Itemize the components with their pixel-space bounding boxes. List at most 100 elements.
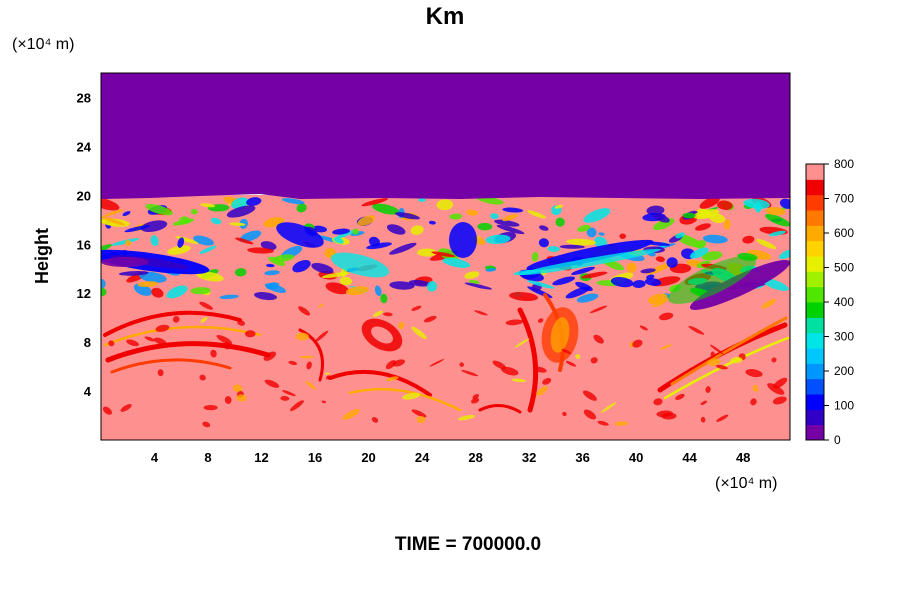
colorbar-tick-label: 0 <box>834 433 841 447</box>
field-patch <box>779 249 790 259</box>
field-patch <box>610 277 634 288</box>
field-patch <box>357 215 376 226</box>
field-patch <box>715 364 728 370</box>
field-patch <box>306 361 312 370</box>
field-patch <box>167 245 191 255</box>
field-patch <box>464 282 493 290</box>
field-patch <box>239 230 262 243</box>
field-patch <box>700 400 708 406</box>
field-patch <box>646 205 665 216</box>
field-patch <box>155 324 170 332</box>
field-patch <box>229 222 246 226</box>
field-patch <box>767 383 785 395</box>
field-patch <box>411 409 427 418</box>
field-patch <box>552 276 575 286</box>
colorbar-swatch <box>806 194 824 211</box>
field-patch <box>477 222 493 231</box>
field-patch <box>101 257 149 267</box>
field-patch <box>640 268 656 274</box>
field-patch <box>457 415 476 421</box>
field-patch <box>193 235 214 246</box>
field-streak <box>348 387 462 412</box>
field-patch <box>459 362 464 367</box>
field-patch <box>554 204 563 209</box>
field-patch <box>666 257 678 268</box>
field-patch <box>101 197 120 211</box>
field-patch <box>750 398 757 406</box>
field-patch <box>280 396 290 401</box>
colorbar-tick-label: 100 <box>834 399 854 413</box>
field-patch <box>531 251 539 262</box>
y-tick-label: 4 <box>84 384 92 399</box>
field-patch <box>305 380 317 390</box>
field-patch <box>539 225 549 231</box>
field-patch <box>742 235 755 244</box>
colorbar-swatch <box>806 317 824 334</box>
field-patch <box>565 286 591 299</box>
colorbar-swatch <box>806 225 824 242</box>
field-patch <box>761 298 777 309</box>
field-patch <box>555 217 565 227</box>
field-patch <box>485 268 497 272</box>
field-patch <box>547 246 560 252</box>
field-patch <box>626 262 637 273</box>
field-patch <box>237 320 246 326</box>
colorbar-tick-label: 600 <box>834 226 854 240</box>
field-patch <box>264 283 287 293</box>
colorbar-swatch <box>806 271 824 288</box>
field-patch <box>652 298 669 308</box>
y-tick-label: 12 <box>77 286 91 301</box>
colorbar-swatch <box>806 286 824 303</box>
field-patch <box>429 359 445 367</box>
field-patch <box>575 354 581 360</box>
field-patch <box>335 229 355 239</box>
field-patch <box>288 360 298 366</box>
field-patch <box>417 248 438 257</box>
colorbar-swatch <box>806 240 824 257</box>
field-patch <box>236 394 247 402</box>
field-patch <box>538 238 549 248</box>
field-patch <box>527 210 547 219</box>
field-patch <box>224 396 232 404</box>
field-patch <box>144 336 156 342</box>
field-patch <box>509 292 539 302</box>
field-patch <box>219 294 239 300</box>
field-patch <box>200 317 208 323</box>
field-patch <box>566 238 596 246</box>
field-patch <box>321 400 327 404</box>
field-patch <box>466 209 479 216</box>
field-patch <box>550 317 570 353</box>
field-patch <box>371 416 379 423</box>
field-patch <box>385 360 396 370</box>
field-patch <box>576 293 599 303</box>
field-patch <box>276 222 324 248</box>
field-patch <box>172 316 180 323</box>
field-patch <box>428 220 436 225</box>
field-patch <box>166 285 188 299</box>
field-patch <box>342 408 361 420</box>
field-patch <box>700 416 706 423</box>
colorbar-swatch <box>806 332 824 349</box>
colorbar-swatch <box>806 164 824 180</box>
field-patch <box>247 247 274 254</box>
field-patch <box>318 303 324 308</box>
field-patch <box>658 312 674 321</box>
colorbar-tick-label: 400 <box>834 295 854 309</box>
x-tick-label: 40 <box>629 450 643 465</box>
field-patch <box>682 212 696 219</box>
field-patch <box>272 254 295 263</box>
field-patch <box>583 409 597 420</box>
field-patch <box>264 379 280 388</box>
colorbar-tick-label: 300 <box>834 330 854 344</box>
x-tick-label: 4 <box>151 450 159 465</box>
y-tick-label: 24 <box>77 139 92 154</box>
field-patch <box>644 278 662 286</box>
field-patch <box>619 233 626 239</box>
field-patch <box>333 237 344 244</box>
y-tick-label: 20 <box>77 188 91 203</box>
field-patch <box>296 203 307 213</box>
field-patch <box>386 376 399 382</box>
field-patch <box>361 198 389 207</box>
field-patch <box>526 280 556 289</box>
field-patch <box>695 239 707 249</box>
